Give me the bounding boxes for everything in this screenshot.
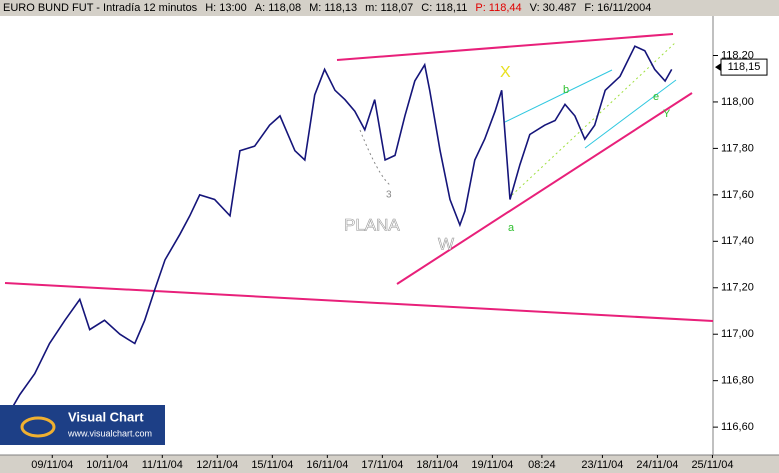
x-tick-label: 08:24: [528, 459, 556, 471]
annotation: b: [563, 84, 569, 96]
annotation: Y: [663, 108, 671, 120]
y-tick-label: 118,00: [721, 96, 754, 108]
channel-line: [584, 79, 677, 149]
y-tick-label: 117,20: [721, 282, 754, 294]
y-tick-label: 117,40: [721, 235, 754, 247]
logo-url: www.visualchart.com: [67, 428, 152, 438]
trend-line: [4, 282, 714, 322]
logo-name: Visual Chart: [68, 409, 144, 424]
trend-line: [396, 92, 693, 285]
annotation: e: [653, 91, 659, 103]
x-tick-label: 24/11/04: [636, 459, 678, 471]
annotation: W: [438, 234, 454, 253]
x-tick-label: 25/11/04: [691, 459, 733, 471]
header-field: P: 118,44: [475, 2, 522, 14]
current-price-label: 118,15: [728, 61, 761, 73]
y-tick-label: 117,60: [721, 189, 754, 201]
x-tick-label: 15/11/04: [251, 459, 293, 471]
header-title: EURO BUND FUT - Intradía 12 minutos: [3, 2, 198, 14]
y-axis-area: [713, 16, 779, 455]
trend-line: [336, 33, 674, 61]
annotation: PLANA: [344, 215, 400, 234]
channel-line: [511, 41, 677, 196]
logo-icon: [20, 416, 56, 438]
logo-box: [0, 405, 165, 445]
annotation: a: [508, 222, 515, 234]
current-price-arrow: [715, 63, 721, 72]
y-tick-label: 118,20: [721, 49, 754, 61]
x-axis-area: [0, 455, 779, 473]
x-tick-label: 18/11/04: [416, 459, 458, 471]
header-field: H: 13:00: [205, 2, 247, 14]
y-tick-label: 117,00: [721, 328, 754, 340]
plot-area: [0, 16, 713, 455]
header-field: F: 16/11/2004: [584, 2, 652, 14]
x-tick-label: 11/11/04: [142, 459, 183, 471]
x-tick-label: 09/11/04: [31, 459, 73, 471]
series-group: [4, 45, 673, 421]
annotation: X: [500, 64, 511, 81]
header-field: A: 118,08: [254, 2, 302, 14]
x-tick-label: 19/11/04: [471, 459, 513, 471]
channel-line: [504, 69, 613, 123]
header-field: M: 118,13: [309, 2, 358, 14]
header-field: m: 118,07: [365, 2, 414, 14]
header-field: V: 30.487: [529, 2, 577, 14]
annotation: 3: [386, 190, 392, 201]
x-tick-label: 10/11/04: [86, 459, 128, 471]
price-line: [4, 45, 673, 421]
x-tick-label: 23/11/04: [581, 459, 623, 471]
x-tick-label: 17/11/04: [361, 459, 403, 471]
y-tick-label: 117,80: [721, 142, 754, 154]
y-tick-label: 116,80: [721, 375, 754, 387]
x-tick-label: 16/11/04: [306, 459, 348, 471]
wave-guide: [359, 129, 391, 186]
header-field: C: 118,11: [421, 2, 468, 14]
header: EURO BUND FUT - Intradía 12 minutos H: 1…: [0, 0, 779, 16]
y-tick-label: 116,60: [721, 421, 754, 433]
x-tick-label: 12/11/04: [196, 459, 238, 471]
